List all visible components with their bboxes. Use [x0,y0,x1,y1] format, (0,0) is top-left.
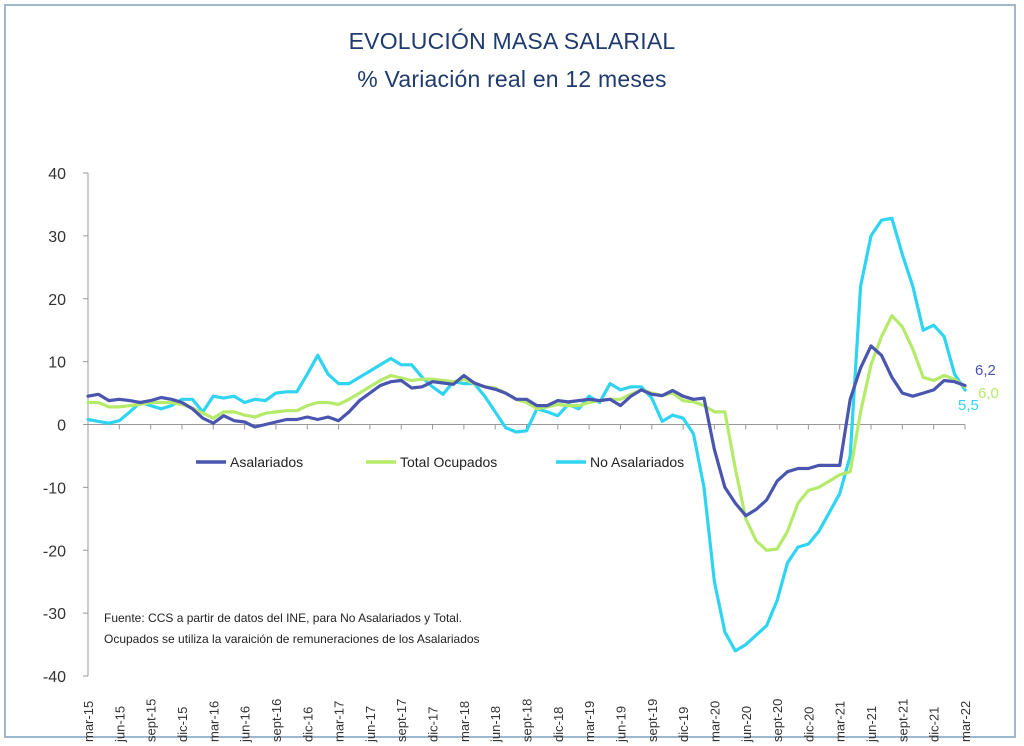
chart-subtitle: % Variación real en 12 meses [357,66,667,92]
legend-label-asalariados: Asalariados [230,454,303,470]
x-tick-label: mar-17 [332,701,347,742]
x-tick-label: jun-17 [363,706,378,743]
series-line-asalariados [86,344,967,518]
legend-label-no-asalariados: No Asalariados [590,454,684,470]
chart-title: EVOLUCIÓN MASA SALARIAL [348,28,676,54]
x-tick-label: mar-20 [707,701,722,742]
x-tick-label: sept-20 [770,699,785,742]
x-tick-label: dic-18 [551,707,566,742]
x-tick-label: jun-15 [112,706,127,743]
chart-frame: EVOLUCIÓN MASA SALARIAL % Variación real… [4,4,1016,738]
x-tick-label: sept-17 [394,699,409,742]
y-tick-label: 30 [48,229,66,246]
y-tick-label: 20 [48,292,66,309]
legend-label-total-ocupados: Total Ocupados [400,454,497,470]
y-tick-label: -10 [43,480,66,497]
y-tick-label: 40 [48,166,66,183]
x-tick-label: dic-21 [927,707,942,742]
x-tick-label: dic-15 [175,707,190,742]
series-line-total-ocupados [86,314,967,552]
x-tick-label: sept-18 [520,699,535,742]
end-label-total-ocupados: 6,0 [978,385,999,402]
x-tick-label: dic-20 [801,707,816,742]
x-tick-label: dic-19 [676,707,691,742]
x-tick-label: jun-21 [864,706,879,743]
x-tick-label: jun-20 [739,706,754,743]
source-note-line: Fuente: CCS a partir de datos del INE, p… [104,611,462,625]
series-line-no-asalariados [86,216,967,653]
x-tick-label: jun-16 [238,706,253,743]
x-tick-label: sept-21 [895,699,910,742]
x-tick-label: sept-15 [144,699,159,742]
x-tick-label: sept-16 [269,699,284,742]
x-tick-label: mar-22 [958,701,973,742]
x-tick-label: mar-19 [582,701,597,742]
y-tick-label: -20 [43,543,66,560]
x-tick-label: mar-15 [81,701,96,742]
x-tick-label: jun-19 [613,706,628,743]
x-tick-label: mar-18 [457,701,472,742]
x-tick-label: jun-18 [488,706,503,743]
x-tick-label: mar-21 [833,701,848,742]
end-label-no-asalariados: 5,5 [958,397,979,414]
y-tick-label: -30 [43,606,66,623]
y-tick-label: 10 [48,355,66,372]
x-tick-label: dic-16 [300,707,315,742]
x-tick-label: dic-17 [426,707,441,742]
x-tick-label: sept-19 [645,699,660,742]
y-tick-label: -40 [43,669,66,686]
source-note-line: Ocupados se utiliza la varaición de remu… [104,632,480,646]
end-label-asalariados: 6,2 [975,362,996,379]
y-tick-label: 0 [57,418,66,435]
x-tick-label: mar-16 [206,701,221,742]
